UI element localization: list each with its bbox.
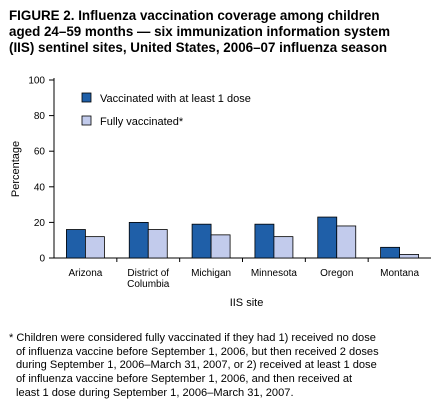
legend-swatch: [81, 115, 92, 126]
y-tick-label: 80: [34, 111, 46, 122]
bar-fully-vaccinated: [210, 234, 231, 259]
y-tick-label: 20: [34, 218, 46, 229]
y-tick-label: 0: [39, 254, 45, 265]
x-tick-label: District of: [127, 268, 169, 279]
x-tick-label: Michigan: [191, 268, 231, 279]
footnote-line: * Children were considered fully vaccina…: [9, 332, 376, 344]
x-tick-label: Columbia: [127, 279, 170, 290]
bar-chart: 0 20 40 60 80 100 Percentage Arizona District of…: [10, 76, 431, 309]
y-tick-label: 40: [34, 182, 46, 193]
x-tick-label: Oregon: [320, 268, 353, 279]
bar-fully-vaccinated: [399, 254, 419, 259]
bar-fully-vaccinated: [336, 225, 357, 259]
footnote-line: least 1 dose during September 1, 2006–Ma…: [16, 386, 294, 399]
footnote: * Children were considered fully vaccina…: [9, 332, 441, 401]
bar-vaccinated-1-dose: [317, 216, 338, 259]
legend-label: Fully vaccinated*: [100, 116, 184, 128]
title-line: FIGURE 2. Influenza vaccination coverage…: [9, 8, 380, 23]
bar-vaccinated-1-dose: [254, 223, 275, 259]
figure-title: FIGURE 2. Influenza vaccination coverage…: [9, 8, 441, 56]
footnote-line: of influenza vaccine before September 1,…: [16, 373, 353, 386]
y-axis-label: Percentage: [10, 141, 22, 197]
x-tick-label: Minnesota: [251, 268, 298, 279]
x-tick-label: Arizona: [68, 268, 102, 279]
title-line: (IIS) sentinel sites, United States, 200…: [9, 40, 388, 55]
bar-fully-vaccinated: [147, 229, 168, 259]
footnote-line: of influenza vaccine before September 1,…: [16, 345, 379, 358]
y-tick-label: 100: [28, 76, 45, 87]
footnote-line: during September 1, 2006–March 31, 2007,…: [16, 359, 377, 372]
legend-label: Vaccinated with at least 1 dose: [100, 93, 251, 105]
bar-fully-vaccinated: [85, 236, 105, 259]
title-line: aged 24–59 months — six immunization inf…: [9, 24, 390, 39]
bar-vaccinated-1-dose: [380, 246, 400, 259]
x-axis-label: IIS site: [230, 297, 264, 309]
bar-vaccinated-1-dose: [128, 221, 149, 259]
x-tick-label: Montana: [380, 268, 419, 279]
bar-fully-vaccinated: [273, 236, 294, 259]
y-tick-label: 60: [34, 147, 46, 158]
bar-vaccinated-1-dose: [66, 229, 86, 259]
bar-vaccinated-1-dose: [191, 223, 212, 259]
legend-swatch: [81, 92, 92, 103]
